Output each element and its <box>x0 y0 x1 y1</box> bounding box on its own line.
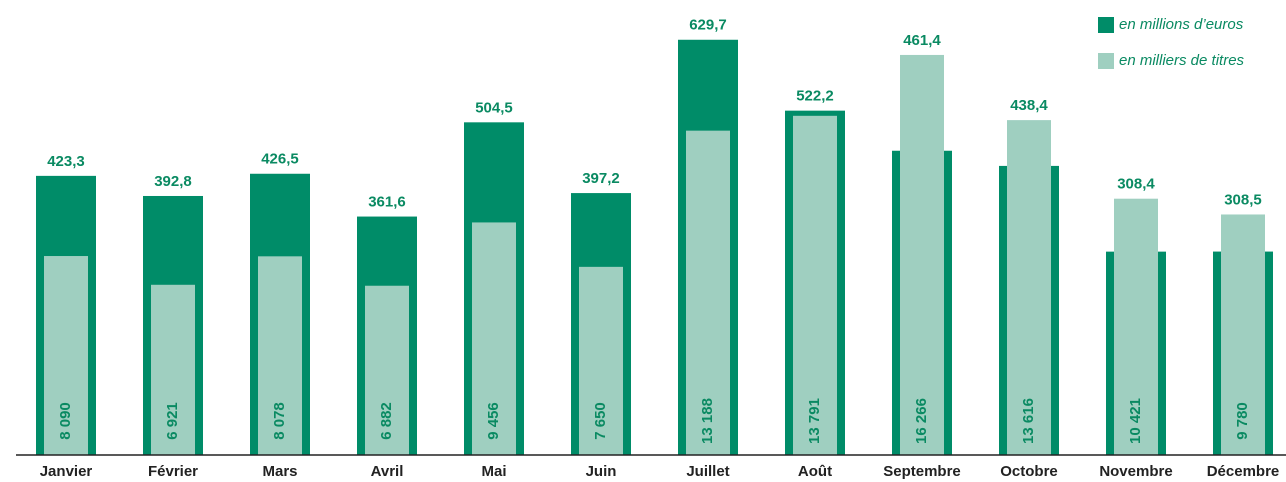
value-label: 629,7 <box>689 17 727 34</box>
bar <box>1114 198 1158 456</box>
value-label: 397,2 <box>582 170 620 187</box>
value-label: 438,4 <box>1010 97 1048 114</box>
bar <box>579 266 623 455</box>
value-label: 10 421 <box>1127 398 1144 444</box>
legend-swatch <box>1098 53 1114 69</box>
value-label: 9 456 <box>485 402 502 440</box>
x-tick-label: Mars <box>262 463 297 480</box>
value-label: 13 188 <box>699 398 716 444</box>
value-label: 8 078 <box>271 402 288 440</box>
x-tick-label: Janvier <box>40 463 93 480</box>
x-tick-label: Septembre <box>883 463 961 480</box>
x-tick-label: Février <box>148 463 198 480</box>
bar <box>472 222 516 455</box>
x-tick-label: Novembre <box>1099 463 1172 480</box>
value-label: 308,5 <box>1224 191 1262 208</box>
bar <box>44 256 88 455</box>
value-label: 7 650 <box>592 402 609 440</box>
value-label: 361,6 <box>368 194 406 211</box>
bar <box>258 256 302 455</box>
value-label: 13 791 <box>806 398 823 444</box>
bar <box>365 285 409 455</box>
legend-label: en millions d’euros <box>1119 16 1244 33</box>
bar <box>686 130 730 455</box>
x-tick-label: Avril <box>371 463 404 480</box>
value-label: 426,5 <box>261 151 299 168</box>
x-tick-label: Août <box>798 463 832 480</box>
x-tick-label: Décembre <box>1207 463 1280 480</box>
value-label: 13 616 <box>1020 398 1037 444</box>
bar <box>900 54 944 455</box>
value-label: 461,4 <box>903 32 941 49</box>
x-tick-label: Juillet <box>686 463 729 480</box>
bar <box>151 284 195 455</box>
value-label: 8 090 <box>57 402 74 440</box>
value-label: 423,3 <box>47 153 85 170</box>
value-label: 522,2 <box>796 88 834 105</box>
bar <box>793 115 837 455</box>
bar <box>1221 214 1265 455</box>
legend-label: en milliers de titres <box>1119 52 1245 69</box>
value-label: 9 780 <box>1234 402 1251 440</box>
x-tick-label: Mai <box>481 463 506 480</box>
value-label: 504,5 <box>475 99 513 116</box>
legend-swatch <box>1098 17 1114 33</box>
value-label: 308,4 <box>1117 176 1155 193</box>
x-tick-label: Octobre <box>1000 463 1058 480</box>
value-label: 16 266 <box>913 398 930 444</box>
value-label: 6 921 <box>164 402 181 440</box>
value-label: 392,8 <box>154 173 192 190</box>
value-label: 6 882 <box>378 402 395 440</box>
bar <box>1007 120 1051 456</box>
x-tick-label: Juin <box>586 463 617 480</box>
